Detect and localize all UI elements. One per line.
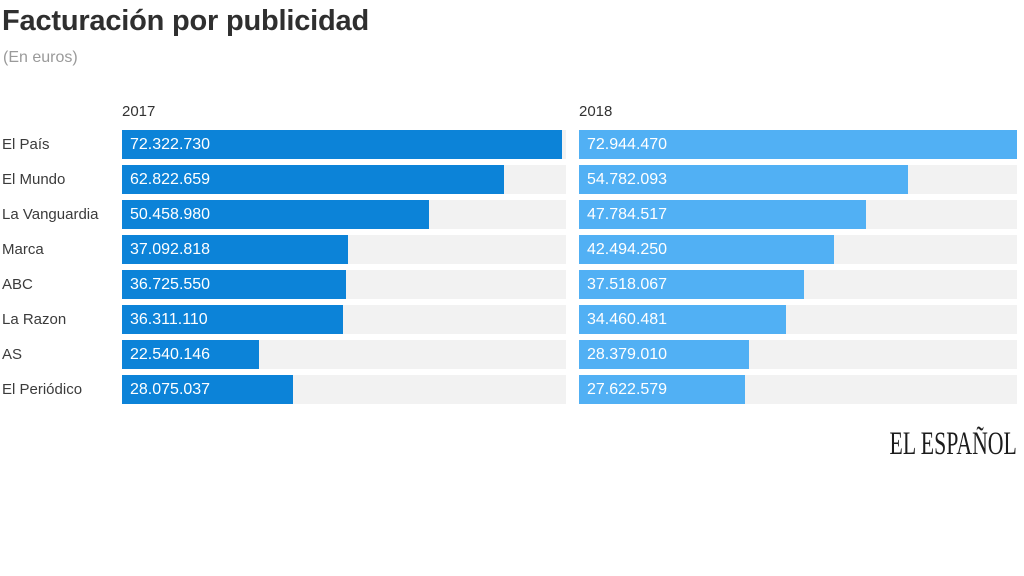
category-label: La Razon [2,311,67,328]
bar-2018: 42.494.250 [579,235,835,264]
bar-track-2017: 28.075.037 [122,375,566,404]
bar-value-label: 28.379.010 [587,345,668,363]
chart-subtitle: (En euros) [3,49,78,66]
category-label: AS [2,346,23,363]
chart-row: El País 72.322.730 72.944.470 [0,130,1024,159]
bar-2017: 50.458.980 [122,200,430,229]
bar-2017: 28.075.037 [122,375,293,404]
bar-2018: 28.379.010 [579,340,750,369]
bar-track-2017: 37.092.818 [122,235,566,264]
bar-track-2018: 27.622.579 [579,375,1017,404]
bar-value-label: 28.075.037 [130,380,211,398]
bar-track-2018: 72.944.470 [579,130,1017,159]
chart-row: El Mundo 62.822.659 54.782.093 [0,165,1024,194]
category-label: El Periódico [2,381,83,398]
bar-2018: 34.460.481 [579,305,786,334]
bar-2018: 54.782.093 [579,165,908,194]
column-header-2018: 2018 [579,103,613,120]
bar-value-label: 54.782.093 [587,170,668,188]
page-title: Facturación por publicidad [2,5,369,37]
bar-value-label: 22.540.146 [130,345,211,363]
bar-2018: 27.622.579 [579,375,745,404]
bar-value-label: 36.311.110 [130,310,208,328]
chart-row: ABC 36.725.550 37.518.067 [0,270,1024,299]
bar-value-label: 36.725.550 [130,275,211,293]
bar-track-2017: 72.322.730 [122,130,566,159]
bar-value-label: 37.092.818 [130,240,211,258]
bar-value-label: 47.784.517 [587,205,668,223]
bar-value-label: 62.822.659 [130,170,211,188]
bar-2017: 62.822.659 [122,165,505,194]
bar-track-2018: 37.518.067 [579,270,1017,299]
bar-value-label: 42.494.250 [587,240,668,258]
category-label: ABC [2,276,33,293]
bar-value-label: 27.622.579 [587,380,668,398]
category-label: Marca [2,241,44,258]
bar-track-2018: 47.784.517 [579,200,1017,229]
bar-2018: 37.518.067 [579,270,805,299]
bar-track-2017: 36.311.110 [122,305,566,334]
header-spacer [0,103,122,120]
bar-track-2018: 28.379.010 [579,340,1017,369]
column-header-2017: 2017 [122,103,156,120]
bar-2017: 36.311.110 [122,305,344,334]
bar-2017: 37.092.818 [122,235,348,264]
bar-track-2017: 22.540.146 [122,340,566,369]
category-label: La Vanguardia [2,206,99,223]
bar-value-label: 34.460.481 [587,310,668,328]
el-espanol-logo: EL ESPAÑOL [889,426,1017,462]
bar-chart: 2017 2018 El País 72.322.730 72.944.470 … [0,103,1024,404]
bar-track-2017: 62.822.659 [122,165,566,194]
chart-row: Marca 37.092.818 42.494.250 [0,235,1024,264]
footer: EL ESPAÑOL [0,426,1017,462]
bar-value-label: 50.458.980 [130,205,211,223]
bar-value-label: 72.944.470 [587,135,668,153]
bar-2017: 72.322.730 [122,130,563,159]
bar-value-label: 72.322.730 [130,135,211,153]
category-label: El País [2,136,50,153]
column-headers: 2017 2018 [0,103,1024,120]
bar-track-2017: 36.725.550 [122,270,566,299]
chart-row: El Periódico 28.075.037 27.622.579 [0,375,1024,404]
bar-track-2018: 34.460.481 [579,305,1017,334]
category-label: El Mundo [2,171,66,188]
bar-2018: 47.784.517 [579,200,866,229]
chart-row: AS 22.540.146 28.379.010 [0,340,1024,369]
chart-row: La Razon 36.311.110 34.460.481 [0,305,1024,334]
bar-track-2018: 42.494.250 [579,235,1017,264]
bar-2017: 22.540.146 [122,340,260,369]
bar-2017: 36.725.550 [122,270,346,299]
bar-track-2018: 54.782.093 [579,165,1017,194]
bar-2018: 72.944.470 [579,130,1017,159]
bar-track-2017: 50.458.980 [122,200,566,229]
chart-row: La Vanguardia 50.458.980 47.784.517 [0,200,1024,229]
bar-value-label: 37.518.067 [587,275,668,293]
